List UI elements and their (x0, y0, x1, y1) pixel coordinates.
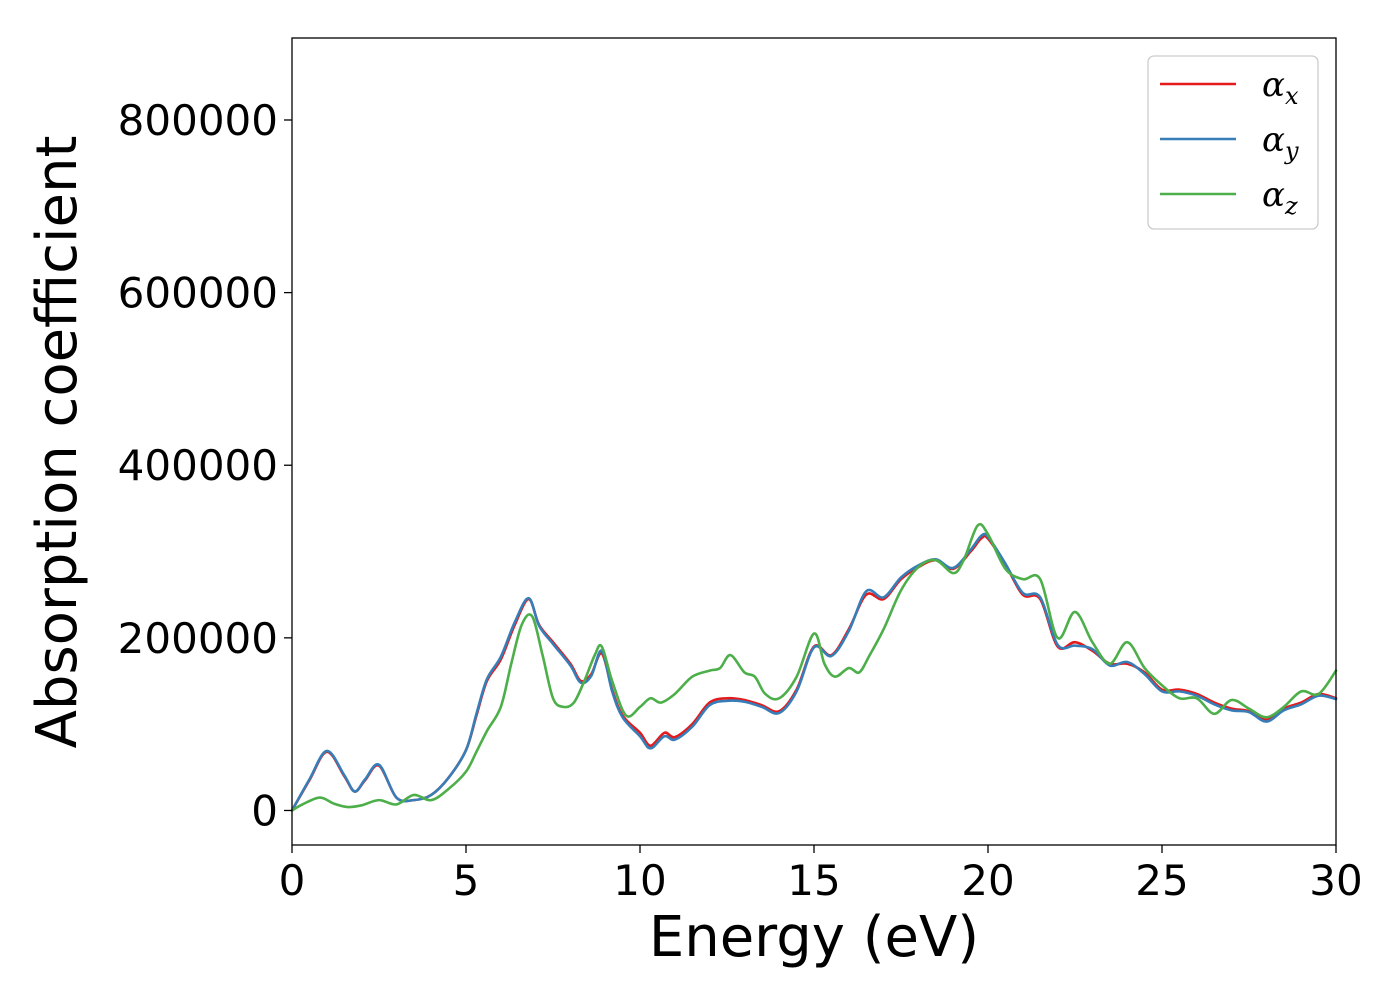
y-tick-label: 400000 (118, 441, 278, 490)
y-tick-label: 800000 (118, 96, 278, 145)
x-tick-label: 20 (961, 856, 1014, 905)
y-tick-label: 0 (251, 786, 278, 835)
y-axis-ticks: 0 200000 400000 600000 800000 (118, 96, 292, 835)
x-tick-label: 15 (787, 856, 840, 905)
x-tick-label: 0 (279, 856, 306, 905)
y-tick-label: 200000 (118, 614, 278, 663)
series-line-y (290, 532, 1338, 812)
x-axis-label: Energy (eV) (649, 905, 979, 970)
series-layer (290, 522, 1338, 812)
x-tick-label: 25 (1135, 856, 1188, 905)
x-tick-label: 10 (613, 856, 666, 905)
series-line-z (290, 522, 1338, 812)
legend-box (1147, 55, 1319, 230)
x-tick-label: 30 (1309, 856, 1362, 905)
series-line-x (290, 534, 1338, 812)
x-tick-label: 5 (453, 856, 480, 905)
x-axis-ticks: 0 5 10 15 20 25 30 (279, 845, 1363, 905)
y-tick-label: 600000 (118, 269, 278, 318)
y-axis-label: Absorption coefficient (25, 136, 90, 749)
